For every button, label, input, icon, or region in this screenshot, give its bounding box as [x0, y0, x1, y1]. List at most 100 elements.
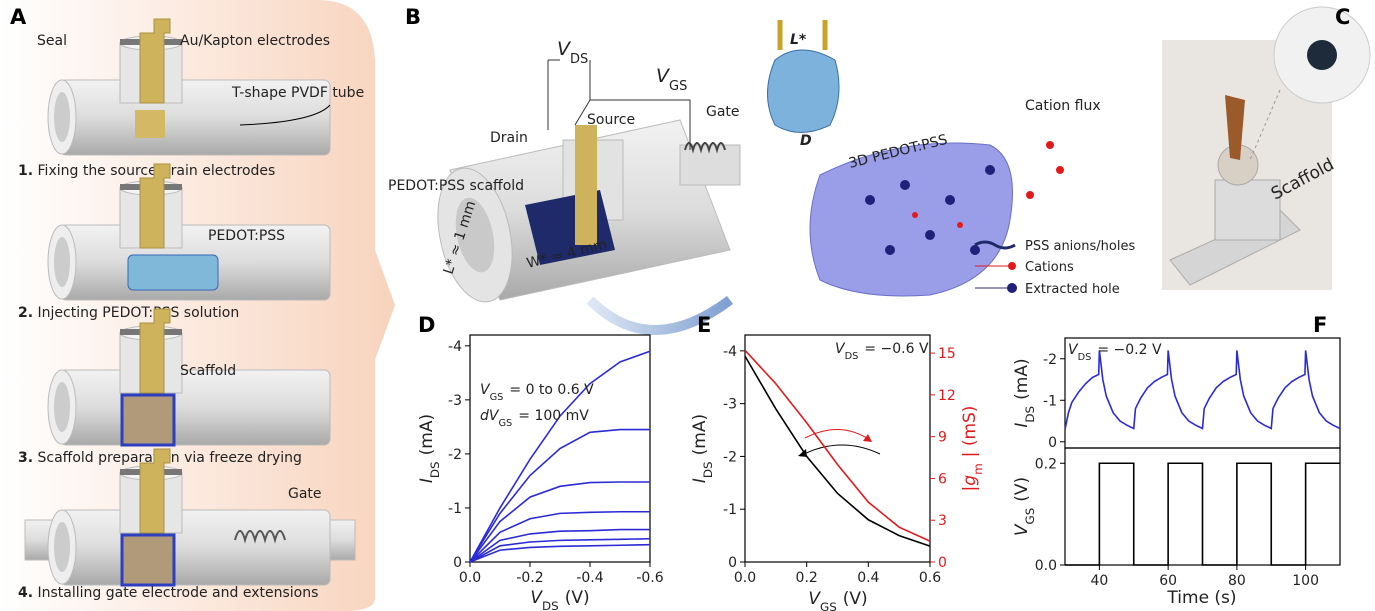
gate-label: Gate: [288, 486, 322, 502]
series-line: [469, 537, 651, 563]
y-tick-label: -2: [723, 449, 737, 465]
inset-electrodes: [777, 20, 828, 50]
panel-label: A: [10, 5, 27, 29]
cation-flux-label: Cation flux: [1025, 98, 1101, 114]
panel-label: D: [418, 313, 435, 337]
vds-label: VDS: [557, 38, 588, 67]
photo-electrode: [1225, 95, 1245, 160]
plot-frame: [469, 334, 651, 563]
x-tick-label: 0.0: [459, 570, 481, 586]
step: 1. Fixing the source-drain electrodes: [18, 163, 275, 179]
electrode-pad: [135, 110, 165, 138]
x-tick-label: 0.0: [734, 570, 756, 586]
annotation: VDS = −0.2 V: [1068, 342, 1162, 363]
y-tick-label: -3: [448, 393, 462, 409]
y-tick-label: -3: [723, 397, 737, 413]
annotation: dVGS = 100 mV: [480, 408, 589, 429]
wires: [547, 59, 691, 150]
y-tick-label: 0: [453, 555, 462, 571]
gate-coil: [234, 530, 286, 544]
x-tick-label: -0.2: [516, 570, 543, 586]
y-tick-label: 0.0: [1035, 558, 1057, 574]
pedot-fill: [127, 254, 219, 291]
pointer: [239, 104, 331, 126]
vgs-label: VGS: [656, 65, 687, 94]
x-tick-label: 80: [1228, 573, 1246, 589]
y-axis-label: VGS(V): [1012, 477, 1037, 536]
y-tick-label: 0: [728, 555, 737, 571]
y2-axis-label: |gm| (mS): [960, 406, 985, 492]
x-tick-label: 0.2: [796, 570, 818, 586]
y2-tick-label: 15: [938, 346, 956, 362]
series-line: [744, 355, 931, 547]
source-label: Source: [587, 112, 635, 128]
y2-tick-label: 6: [938, 471, 947, 487]
inset-scaffold: [767, 49, 840, 133]
x-tick-label: 100: [1292, 573, 1319, 589]
y-axis-label: IDS(mA): [690, 414, 715, 483]
panel-label: F: [1313, 313, 1327, 337]
tube-label: T-shape PVDF tube: [231, 85, 364, 101]
pedot-3d: [809, 142, 1013, 297]
panel-label: E: [697, 313, 711, 337]
x-tick-label: -0.6: [636, 570, 663, 586]
zoom-arrow: [586, 295, 733, 335]
y-tick-label: -1: [448, 501, 462, 517]
y-axis-label: IDS(mA): [1012, 358, 1037, 427]
panel-label: C: [1335, 5, 1350, 29]
x-axis-label: VGS (V): [808, 589, 867, 611]
axis-arrow: [863, 434, 872, 442]
legend-item: Cations: [1025, 260, 1074, 275]
x-axis-label: Time (s): [1166, 588, 1236, 608]
y-tick-label: -4: [723, 344, 737, 360]
x-tick-label: -0.4: [576, 570, 603, 586]
scaffold-label: Scaffold: [180, 363, 236, 379]
y-tick-label: -4: [448, 339, 462, 355]
y2-tick-label: 12: [938, 388, 956, 404]
series-line: [469, 481, 650, 563]
x-tick-label: 0.6: [919, 570, 941, 586]
x-tick-label: 0.4: [857, 570, 879, 586]
series-line: [744, 349, 931, 542]
y-axis-label: IDS(mA): [417, 414, 442, 483]
photo-scaffold: [1307, 40, 1337, 70]
step: 2. Injecting PEDOT:PSS solution: [18, 305, 239, 321]
scaffold-label: PEDOT:PSS scaffold: [388, 178, 524, 194]
inset-diameter: D: [800, 133, 812, 149]
annotation: VDS = −0.6 V: [835, 341, 929, 362]
y-tick-label: -2: [1043, 352, 1057, 368]
legend-symbol: [1007, 283, 1017, 293]
series-line: [469, 428, 650, 563]
plot-frame: [744, 334, 931, 563]
series-line: [469, 543, 651, 563]
series-line: [469, 528, 650, 563]
legend-item: PSS anions/holes: [1025, 239, 1135, 254]
holes: [865, 165, 995, 255]
gate-coil: [684, 142, 726, 154]
x-tick-label: 60: [1159, 573, 1177, 589]
seal-label: Seal: [37, 33, 67, 49]
photo-tube: [1214, 179, 1281, 241]
series-line: [469, 510, 650, 563]
gate-tube: [679, 144, 741, 186]
y-tick-label: 0.2: [1035, 456, 1057, 472]
electrodes-label: Au/Kapton electrodes: [180, 33, 330, 49]
step: 4. Installing gate electrode and extensi…: [18, 585, 318, 601]
legend-symbol: [1008, 262, 1016, 270]
series-line: [469, 350, 651, 563]
series-line: [1065, 462, 1340, 566]
inset-length: L*: [790, 32, 807, 48]
y2-tick-label: 9: [938, 430, 947, 446]
x-axis-label: VDS (V): [530, 588, 589, 611]
axis-arrow: [804, 429, 871, 441]
y-tick-label: 0: [1048, 435, 1057, 451]
legend-item: Extracted hole: [1025, 282, 1120, 297]
axis-arrow: [799, 444, 881, 457]
drain-label: Drain: [490, 130, 528, 146]
tube-hole: [455, 197, 495, 273]
pedot-label: PEDOT:PSS: [208, 228, 285, 244]
x-tick-label: 40: [1090, 573, 1108, 589]
series-line: [1064, 350, 1341, 430]
y-tick-label: -2: [448, 447, 462, 463]
